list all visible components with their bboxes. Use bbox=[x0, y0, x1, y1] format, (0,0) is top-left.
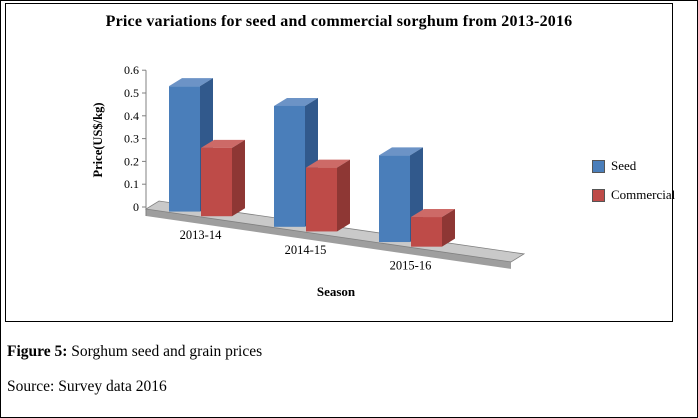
bar-top-face bbox=[411, 209, 455, 218]
bar-top-face bbox=[306, 159, 350, 168]
bar-top-face bbox=[274, 97, 318, 106]
y-tick-label: 0 bbox=[133, 200, 139, 214]
bar-commercial-2013-14 bbox=[201, 139, 245, 217]
figure-caption-text: Sorghum seed and grain prices bbox=[67, 343, 263, 360]
chart-floor-front bbox=[146, 209, 511, 269]
bar-side-face bbox=[337, 159, 350, 232]
y-tick-label: 0.6 bbox=[124, 63, 139, 77]
legend-label: Seed bbox=[611, 158, 637, 173]
figure-caption: Figure 5: Sorghum seed and grain prices bbox=[7, 343, 697, 361]
y-tick-label: 0.4 bbox=[124, 109, 139, 123]
legend-entry-commercial: Commercial bbox=[592, 187, 675, 203]
y-tick-label: 0.2 bbox=[124, 154, 139, 168]
bar-front-face bbox=[169, 86, 200, 212]
y-tick-label: 0.5 bbox=[124, 86, 139, 100]
chart-plot: 0 0.1 0.2 0.3 0.4 0.5 0.6 Price(US$/kg) 2013-14 2… bbox=[91, 63, 526, 299]
bar-side-face bbox=[232, 139, 245, 217]
bar-top-face bbox=[201, 139, 245, 148]
chart-floor bbox=[144, 200, 526, 263]
legend-label: Commercial bbox=[611, 187, 676, 202]
chart-title: Price variations for seed and commercial… bbox=[105, 13, 573, 30]
x-category-label: 2013-14 bbox=[180, 228, 222, 242]
bar-front-face bbox=[411, 217, 442, 247]
bar-front-face bbox=[201, 147, 232, 217]
x-axis-title: Season bbox=[317, 284, 356, 299]
chart-container: Price variations for seed and commercial… bbox=[5, 3, 675, 322]
y-tick-label: 0.3 bbox=[124, 132, 139, 146]
figure-caption-label: Figure 5: bbox=[7, 343, 68, 360]
bar-front-face bbox=[274, 105, 305, 227]
bar-top-face bbox=[169, 78, 213, 87]
y-tick-label: 0.1 bbox=[124, 177, 139, 191]
x-category-label: 2015-16 bbox=[390, 258, 432, 272]
bar-side-face bbox=[442, 209, 455, 247]
bar-front-face bbox=[306, 167, 337, 232]
bar-top-face bbox=[379, 147, 423, 156]
chart-legend: Seed Commercial bbox=[592, 158, 675, 203]
bar-commercial-2014-15 bbox=[306, 159, 350, 232]
bar-front-face bbox=[379, 155, 410, 243]
source-note: Source: Survey data 2016 bbox=[7, 378, 167, 395]
legend-swatch bbox=[592, 159, 605, 173]
x-category-label: 2014-15 bbox=[285, 243, 327, 257]
bar-commercial-2015-16 bbox=[411, 209, 455, 247]
y-axis-title: Price(US$/kg) bbox=[91, 103, 105, 178]
legend-swatch bbox=[592, 188, 605, 202]
legend-entry-seed: Seed bbox=[592, 158, 675, 174]
